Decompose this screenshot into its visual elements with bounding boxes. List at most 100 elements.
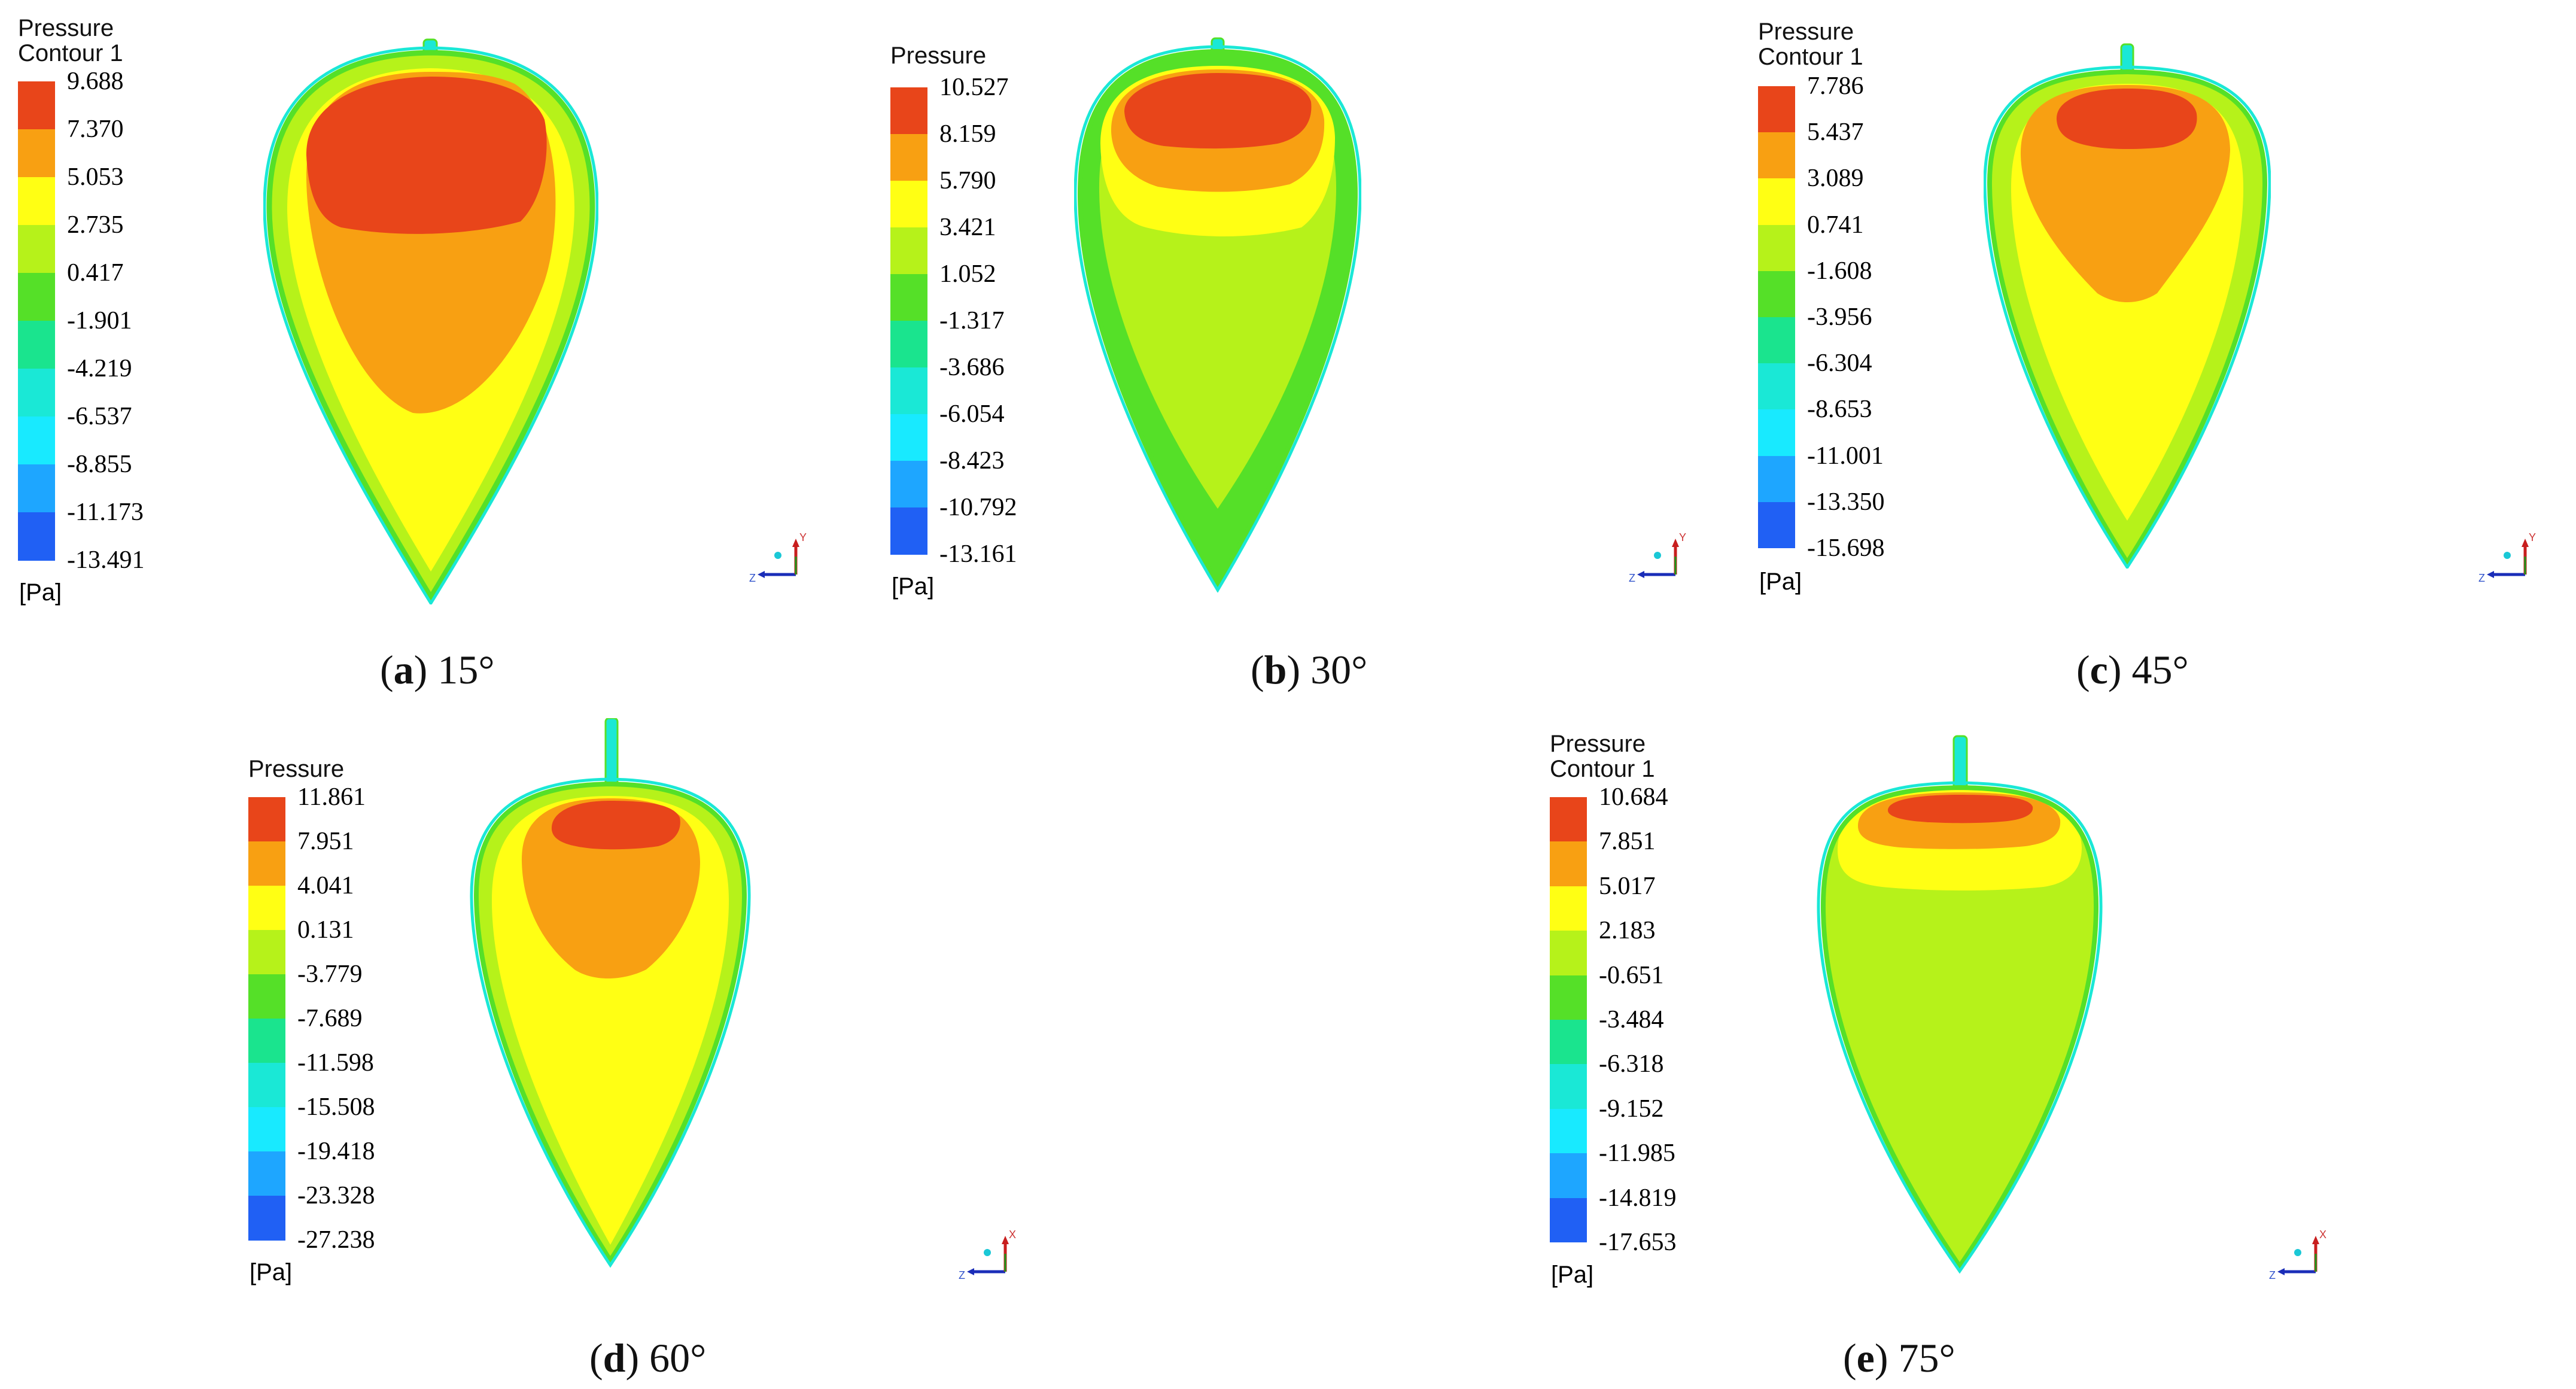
legend-colorbar-b — [890, 87, 927, 555]
legend-tick-label: 5.790 — [939, 167, 996, 194]
axis-vertical-label: Y — [1679, 531, 1686, 543]
legend-color-segment — [1550, 886, 1587, 931]
legend-color-segment — [248, 1151, 285, 1196]
legend-color-segment — [890, 367, 927, 415]
legend-tick-label: 5.053 — [67, 163, 124, 191]
legend-tick-label: 7.370 — [67, 116, 124, 143]
legend-ticks-d: 11.861 7.951 4.041 0.131 -3.779 -7.689 -11.598… — [297, 784, 417, 1253]
legend-color-segment — [890, 87, 927, 135]
legend-color-segment — [18, 81, 55, 130]
legend-tick-label: 0.417 — [67, 259, 124, 287]
legend-tick-label: -0.651 — [1599, 961, 1664, 989]
legend-tick-label: -3.779 — [297, 961, 363, 988]
legend-tick-label: -3.686 — [939, 354, 1005, 381]
legend-tick-label: -6.054 — [939, 400, 1005, 428]
legend-colorbar-e — [1550, 797, 1587, 1243]
legend-tick-label: -3.484 — [1599, 1006, 1664, 1034]
caption-letter-b: b — [1264, 647, 1287, 692]
caption-c: (c) 45° — [2076, 647, 2189, 692]
axis-triad-e: ZX — [2269, 1229, 2326, 1281]
legend-tick-label: 3.089 — [1807, 165, 1864, 193]
legend-title-line-2: Contour 1 — [1550, 756, 1655, 782]
pressure-contour-shape-b — [1074, 37, 1361, 592]
legend-title-line-2: Contour 1 — [1758, 44, 1863, 70]
legend-tick-label: -15.698 — [1807, 534, 1885, 562]
legend-color-segment — [890, 461, 927, 508]
caption-angle-c: 45° — [2131, 647, 2189, 692]
axis-horizontal-label: Z — [749, 572, 756, 584]
legend-colorbar-a — [18, 81, 55, 561]
axis-vertical-label: X — [1009, 1229, 1016, 1241]
legend-tick-label: -6.537 — [67, 403, 132, 430]
legend-unit-b: [Pa] — [892, 573, 935, 600]
axis-vertical-label: Y — [799, 531, 807, 543]
legend-tick-label: 0.741 — [1807, 211, 1864, 239]
legend-color-segment — [1550, 975, 1587, 1020]
legend-title-line-1: Pressure — [18, 15, 114, 41]
legend-color-segment — [890, 274, 927, 321]
axis-horizontal-label: Z — [959, 1269, 965, 1281]
caption-a: (a) 15° — [380, 647, 495, 692]
axis-horizontal-arrow — [2277, 1268, 2285, 1275]
legend-tick-label: 5.437 — [1807, 118, 1864, 147]
legend-color-segment — [248, 1196, 285, 1241]
legend-tick-label: -15.508 — [297, 1093, 375, 1121]
legend-tick-label: -14.819 — [1599, 1184, 1677, 1212]
legend-tick-label: -8.855 — [67, 451, 132, 478]
axis-vertical-arrow — [2522, 539, 2529, 547]
pressure-contour-shape-e — [1817, 735, 2103, 1274]
legend-tick-label: -3.956 — [1807, 303, 1872, 331]
legend-color-segment — [1758, 178, 1795, 226]
panel-d: Pressure 11.861 7.951 4.041 0.131 -3.779 -7.6… — [0, 706, 1197, 1389]
panel-e: Pressure Contour 1 10.684 7.851 5.017 2.183… — [1532, 706, 2576, 1389]
legend-tick-label: -13.161 — [939, 540, 1017, 568]
legend-color-segment — [1550, 1153, 1587, 1199]
legend-color-segment — [890, 414, 927, 461]
axis-origin-dot — [2504, 552, 2511, 559]
legend-color-segment — [18, 273, 55, 321]
panel-b: Pressure 10.527 8.159 5.790 3.421 1.052 -1.31… — [880, 0, 1735, 694]
legend-tick-label: 11.861 — [297, 783, 366, 811]
axis-origin-dot — [1654, 552, 1661, 559]
legend-tick-label: -13.350 — [1807, 488, 1885, 516]
legend-tick-label: -4.219 — [67, 355, 132, 382]
legend-color-segment — [1550, 1197, 1587, 1243]
caption-letter-d: d — [603, 1335, 626, 1381]
legend-tick-label: -8.423 — [939, 447, 1005, 475]
axis-horizontal-arrow — [967, 1268, 974, 1275]
axis-vertical-arrow — [1002, 1236, 1009, 1244]
legend-color-segment — [18, 369, 55, 417]
legend-color-segment — [890, 507, 927, 555]
axis-vertical-arrow — [1672, 539, 1679, 547]
legend-ticks-a: 9.688 7.370 5.053 2.735 0.417 -1.901 -4.219 -6.… — [67, 68, 187, 573]
pressure-contour-shape-c — [1984, 43, 2271, 569]
legend-tick-label: -19.418 — [297, 1138, 375, 1165]
axis-vertical-label: Y — [2529, 531, 2536, 543]
legend-color-segment — [890, 227, 927, 275]
legend-b: Pressure — [890, 43, 986, 68]
panel-a: Pressure Contour 1 9.688 7.370 5.053 2.735 0… — [0, 0, 856, 694]
legend-tick-label: 10.684 — [1599, 783, 1668, 811]
axis-vertical-label: X — [2319, 1229, 2326, 1241]
legend-color-segment — [1758, 363, 1795, 410]
legend-color-segment — [1758, 132, 1795, 179]
legend-tick-label: 7.851 — [1599, 828, 1656, 856]
legend-c: Pressure Contour 1 — [1758, 19, 1863, 69]
axis-triad-c: ZY — [2478, 531, 2536, 584]
legend-title-line-1: Pressure — [1758, 19, 1854, 45]
axis-triad-d: ZX — [959, 1229, 1016, 1281]
legend-color-segment — [1550, 797, 1587, 842]
legend-tick-label: 9.688 — [67, 68, 124, 95]
legend-tick-label: 1.052 — [939, 260, 996, 288]
legend-d: Pressure — [248, 756, 344, 782]
legend-e: Pressure Contour 1 — [1550, 731, 1655, 782]
legend-color-segment — [18, 321, 55, 369]
panel-c: Pressure Contour 1 7.786 5.437 3.089 0.741 -… — [1747, 0, 2576, 694]
legend-color-segment — [1758, 224, 1795, 272]
legend-tick-label: 7.951 — [297, 828, 354, 855]
pressure-contour-shape-d — [470, 718, 751, 1268]
legend-tick-label: -8.653 — [1807, 396, 1872, 424]
legend-tick-label: 10.527 — [939, 74, 1009, 101]
axis-origin-dot — [774, 552, 781, 559]
legend-tick-label: 0.131 — [297, 916, 354, 944]
